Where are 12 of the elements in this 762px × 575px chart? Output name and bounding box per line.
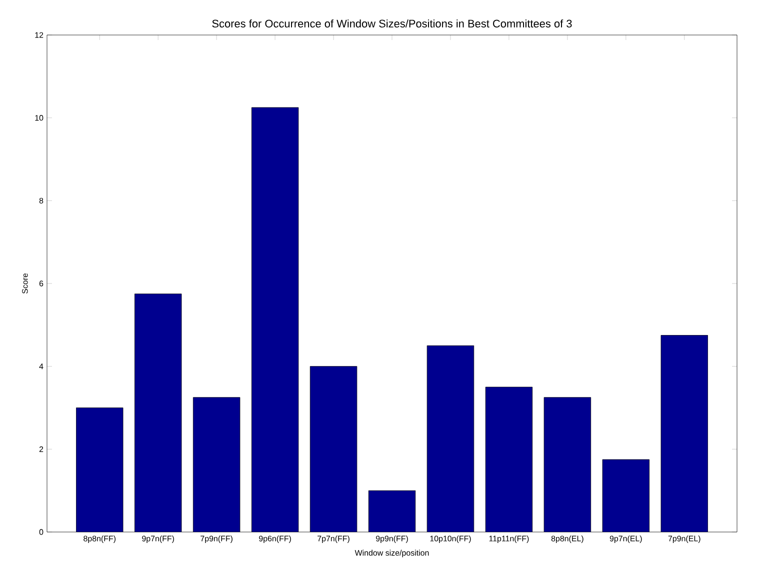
bar: [252, 107, 298, 532]
bar: [134, 294, 182, 532]
bar: [310, 366, 357, 532]
bar: [427, 346, 474, 532]
bar: [193, 397, 240, 532]
bar: [368, 490, 416, 532]
bar: [486, 387, 532, 532]
bar: [76, 408, 124, 532]
bar: [660, 335, 708, 532]
chart-title: Scores for Occurrence of Window Sizes/Positions in Best Committees of 3: [212, 19, 572, 28]
bar: [602, 460, 650, 532]
bar: [544, 397, 591, 532]
